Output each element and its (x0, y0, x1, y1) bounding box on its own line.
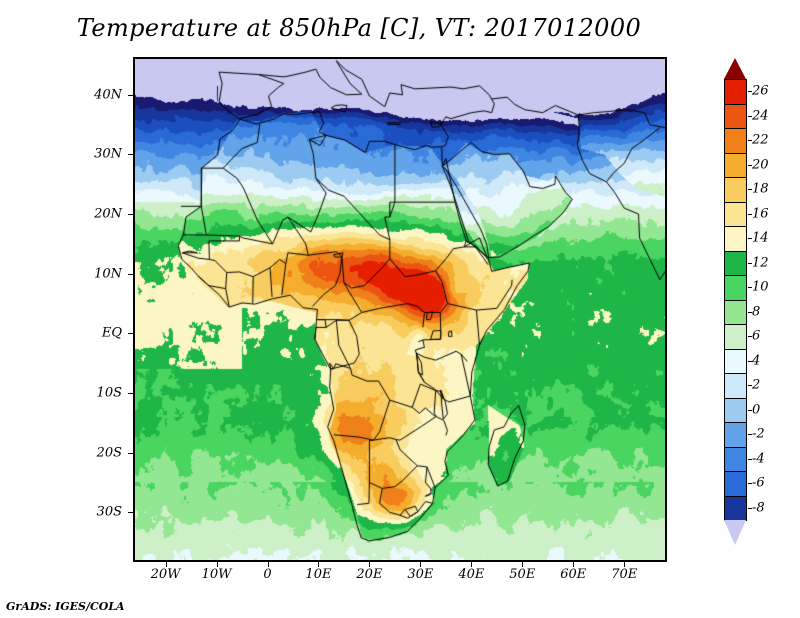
colorbar (724, 79, 747, 521)
colorbar-tick (748, 140, 752, 142)
colorbar-tick (748, 385, 752, 387)
colorbar-band (724, 495, 747, 521)
colorbar-band (724, 79, 747, 105)
colorbar-above-max-arrow-icon (724, 58, 746, 79)
colorbar-tick-label: -8 (752, 500, 765, 516)
colorbar-tick-label: 20 (752, 157, 769, 173)
x-axis-label: 60E (560, 567, 587, 582)
x-axis-tick (165, 562, 167, 567)
x-axis-label: 20W (150, 567, 181, 582)
colorbar-band (724, 250, 747, 276)
x-axis-tick (471, 562, 473, 567)
colorbar-tick (748, 507, 752, 509)
colorbar-tick-label: 4 (752, 353, 761, 369)
y-axis-label: 20S (96, 445, 122, 461)
colorbar-band (724, 177, 747, 203)
y-axis-tick (128, 333, 133, 335)
colorbar-tick-label: 24 (752, 108, 769, 124)
y-axis-label: 30N (94, 146, 122, 162)
colorbar-tick (748, 287, 752, 289)
colorbar-band (724, 275, 747, 301)
colorbar-tick (748, 311, 752, 313)
colorbar-tick (748, 262, 752, 264)
page-title: Temperature at 850hPa [C], VT: 201701200… (76, 14, 642, 42)
colorbar-tick-label: 22 (752, 132, 769, 148)
y-axis-label: 40N (94, 87, 122, 103)
x-axis-tick (624, 562, 626, 567)
colorbar-tick-label: -2 (752, 426, 765, 442)
colorbar-tick (748, 91, 752, 93)
y-axis-label: EQ (101, 325, 122, 341)
x-axis-label: 0 (263, 567, 272, 582)
colorbar-band (724, 422, 747, 448)
colorbar-tick (748, 336, 752, 338)
y-axis-tick (128, 273, 133, 275)
colorbar-tick-label: 6 (752, 328, 761, 344)
y-axis-tick (128, 393, 133, 394)
colorbar-tick-label: 0 (752, 402, 761, 418)
y-axis-tick (128, 214, 133, 216)
x-axis-tick (267, 562, 269, 567)
x-axis-tick (573, 562, 575, 567)
y-axis-label: 20N (94, 206, 122, 222)
x-axis-tick (318, 562, 320, 567)
colorbar-below-min-arrow-icon (724, 520, 746, 545)
colorbar-tick (748, 409, 752, 411)
colorbar-band (724, 226, 747, 252)
colorbar-band (724, 324, 747, 350)
x-axis-tick (420, 562, 422, 567)
colorbar-tick-label: 18 (752, 181, 769, 197)
x-axis-tick (216, 562, 218, 567)
colorbar-tick-label: -4 (752, 451, 765, 467)
colorbar-band (724, 397, 747, 423)
x-axis-label: 10E (305, 567, 332, 582)
colorbar-band (724, 348, 747, 374)
y-axis-label: 10N (94, 266, 122, 282)
colorbar-tick-label: 26 (752, 83, 769, 99)
x-axis-label: 20E (356, 567, 383, 582)
geographic-boundaries-canvas (135, 59, 665, 560)
x-axis-tick (522, 562, 524, 567)
x-axis-tick (369, 562, 371, 567)
colorbar-tick-label: 14 (752, 230, 769, 246)
y-axis-tick (128, 452, 133, 454)
y-axis-tick (128, 94, 133, 96)
colorbar-tick (748, 458, 752, 460)
colorbar-tick-label: 10 (752, 279, 769, 295)
colorbar-tick (748, 238, 752, 240)
colorbar-tick (748, 115, 752, 117)
colorbar-tick (748, 434, 752, 436)
colorbar-tick (748, 189, 752, 191)
colorbar-band (724, 299, 747, 325)
colorbar-band (724, 152, 747, 178)
y-axis-label: 30S (96, 504, 122, 520)
colorbar-tick (748, 360, 752, 362)
x-axis-label: 10W (201, 567, 232, 582)
colorbar-band (724, 446, 747, 472)
x-axis-label: 30E (407, 567, 434, 582)
x-axis-label: 40E (458, 567, 485, 582)
x-axis-label: 50E (509, 567, 536, 582)
colorbar-tick-label: 16 (752, 206, 769, 222)
y-axis-tick (128, 154, 133, 156)
colorbar-band (724, 128, 747, 154)
colorbar-tick-label: 8 (752, 304, 761, 320)
y-axis-label: 10S (96, 385, 122, 401)
colorbar-tick-label: -6 (752, 475, 765, 491)
credit-text: GrADS: IGES/COLA (6, 600, 125, 613)
colorbar-tick (748, 213, 752, 215)
map-plot-area (133, 57, 667, 562)
x-axis-label: 70E (611, 567, 638, 582)
colorbar-tick-label: 12 (752, 255, 769, 271)
colorbar-tick (748, 164, 752, 166)
colorbar-band (724, 201, 747, 227)
colorbar-band (724, 103, 747, 129)
colorbar-tick-label: 2 (752, 377, 761, 393)
colorbar-band (724, 373, 747, 399)
colorbar-tick (748, 483, 752, 485)
y-axis-tick (128, 512, 133, 514)
colorbar-band (724, 471, 747, 497)
